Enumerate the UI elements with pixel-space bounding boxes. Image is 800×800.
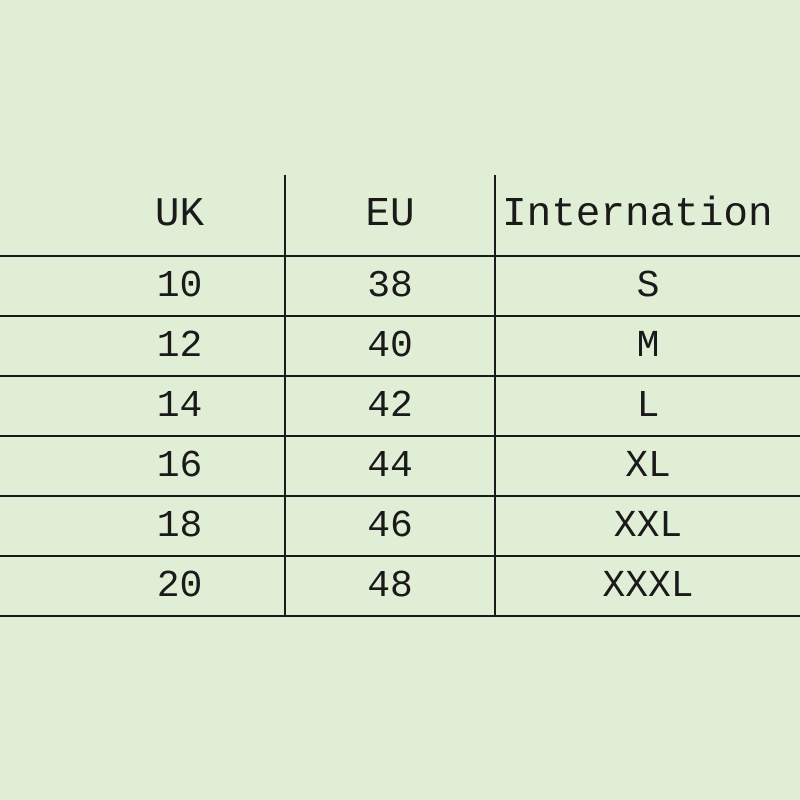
cell-uk: 16 — [75, 436, 285, 496]
cell-eu: 42 — [285, 376, 495, 436]
table-header-row: UK EU Internation — [0, 175, 800, 256]
cell-intl: XXXL — [495, 556, 800, 616]
cell-uk: 10 — [75, 256, 285, 316]
table-row: 16 44 XL — [0, 436, 800, 496]
table-pad-cell — [0, 376, 75, 436]
cell-eu: 40 — [285, 316, 495, 376]
cell-intl: M — [495, 316, 800, 376]
cell-eu: 38 — [285, 256, 495, 316]
cell-eu: 48 — [285, 556, 495, 616]
size-chart-table: UK EU Internation 10 38 S 12 40 M 14 42 — [0, 175, 800, 617]
cell-eu: 44 — [285, 436, 495, 496]
cell-intl: XL — [495, 436, 800, 496]
col-header-eu: EU — [285, 175, 495, 256]
cell-uk: 14 — [75, 376, 285, 436]
table-row: 10 38 S — [0, 256, 800, 316]
table-pad-cell — [0, 496, 75, 556]
col-header-uk: UK — [75, 175, 285, 256]
table-row: 12 40 M — [0, 316, 800, 376]
cell-eu: 46 — [285, 496, 495, 556]
table-pad-cell — [0, 316, 75, 376]
table-row: 18 46 XXL — [0, 496, 800, 556]
table-pad-cell — [0, 436, 75, 496]
size-table: UK EU Internation 10 38 S 12 40 M 14 42 — [0, 175, 800, 617]
cell-uk: 12 — [75, 316, 285, 376]
table-pad-cell — [0, 256, 75, 316]
cell-uk: 18 — [75, 496, 285, 556]
cell-uk: 20 — [75, 556, 285, 616]
table-row: 20 48 XXXL — [0, 556, 800, 616]
table-row: 14 42 L — [0, 376, 800, 436]
col-header-intl: Internation — [495, 175, 800, 256]
cell-intl: XXL — [495, 496, 800, 556]
cell-intl: S — [495, 256, 800, 316]
cell-intl: L — [495, 376, 800, 436]
table-pad-cell — [0, 556, 75, 616]
table-pad-cell — [0, 175, 75, 256]
